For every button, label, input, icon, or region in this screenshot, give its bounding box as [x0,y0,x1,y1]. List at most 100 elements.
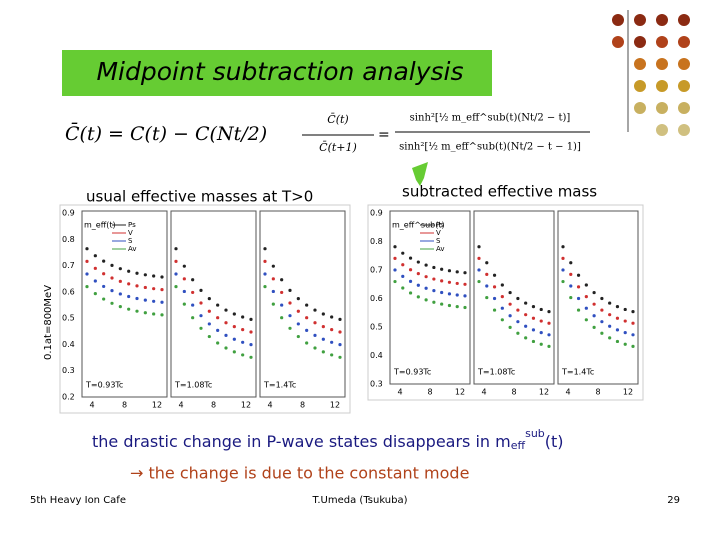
curve-marker [408,291,413,295]
curve-marker [608,324,612,328]
curve-marker [174,259,178,263]
curve-marker [280,316,284,320]
curve-marker [241,315,245,319]
curve-marker [143,311,147,315]
curve-marker [271,289,275,294]
curve-marker [135,271,139,275]
curve-marker [207,322,211,326]
legend-label: S [128,237,133,245]
curve-marker [524,313,528,317]
curve-marker [416,260,420,264]
curve-marker [305,316,309,320]
curve-marker [127,282,131,286]
curve-marker [584,283,588,287]
curve-marker [85,247,89,251]
curve-marker [592,302,596,306]
footer: T.Umeda (Tsukuba) [311,495,407,506]
curve-marker [508,325,512,329]
curve-marker [241,340,245,344]
body-text: (t) [545,432,564,451]
curve-marker [263,259,267,263]
panel-label: T=1.4Tc [263,381,296,390]
side-label: 0.1at=800MeV [43,285,54,360]
x-tick-label: 8 [300,401,305,410]
curve-marker [408,279,413,283]
curve-marker [249,343,253,347]
curve-marker [280,290,284,295]
curve-marker [207,309,211,313]
curve-marker [401,274,405,278]
curve-marker [127,294,131,299]
curve-marker [305,328,309,332]
curve-marker [455,293,459,297]
curve-marker [249,330,253,334]
curve-marker [408,256,413,260]
curve-marker [440,290,444,295]
curve-marker [401,251,405,255]
y-tick-label: 0.3 [62,366,75,375]
curve-marker [600,331,604,335]
y-tick-label: 0.9 [62,209,75,218]
curve-marker [338,343,342,347]
curve-marker [592,314,596,318]
curve-marker [102,297,106,301]
curve-marker [160,300,164,304]
curve-marker [500,283,504,287]
curve-marker [110,301,114,305]
formula: C̄(t+1) [319,141,357,154]
curve-marker [463,305,467,310]
curve-marker [492,285,497,289]
curve-marker [135,284,139,288]
plot-background [367,204,644,401]
curve-marker [216,316,220,320]
curve-marker [516,308,520,312]
x-tick-label: 8 [427,388,432,397]
curve-marker [500,306,504,310]
curve-marker [296,322,300,326]
curve-marker [524,336,528,340]
panel-label: T=1.08Tc [174,381,212,390]
panel-frame [81,210,168,398]
curve-marker [531,339,536,344]
x-tick-label: 12 [539,388,549,397]
curve-marker [263,285,267,289]
curve-marker [584,318,588,322]
curve-marker [110,263,114,267]
curve-marker [615,328,620,332]
curve-marker [576,296,581,301]
curve-marker [321,312,325,316]
curve-marker [547,333,551,337]
curve-marker [615,316,620,320]
curve-marker [539,342,543,346]
curve-marker [592,325,596,329]
curve-marker [531,328,536,332]
arrow [412,162,428,186]
curve-marker [330,315,334,319]
curve-marker [313,333,317,337]
label: usual effective masses at T>0 [86,188,313,206]
curve-marker [321,337,325,341]
curve-marker [516,296,520,301]
x-tick-label: 12 [241,401,251,410]
curve-marker [232,312,236,316]
curve-marker [241,353,245,357]
curve-marker [241,328,245,332]
curve-marker [305,341,309,345]
curve-marker [440,302,444,306]
curve-marker [330,340,334,344]
curve-marker [338,317,342,321]
curve-marker [118,304,122,309]
curve-marker [485,272,489,276]
curve-marker [313,321,317,325]
curve-marker [416,295,420,299]
curve-marker [93,266,97,270]
curve-marker [191,290,195,295]
curve-marker [516,320,520,324]
curve-marker [135,309,139,313]
x-tick-label: 8 [511,388,516,397]
curve-marker [447,303,452,308]
curve-marker [182,302,186,306]
formula: C̄(t) [327,113,348,126]
curve-marker [584,295,588,299]
